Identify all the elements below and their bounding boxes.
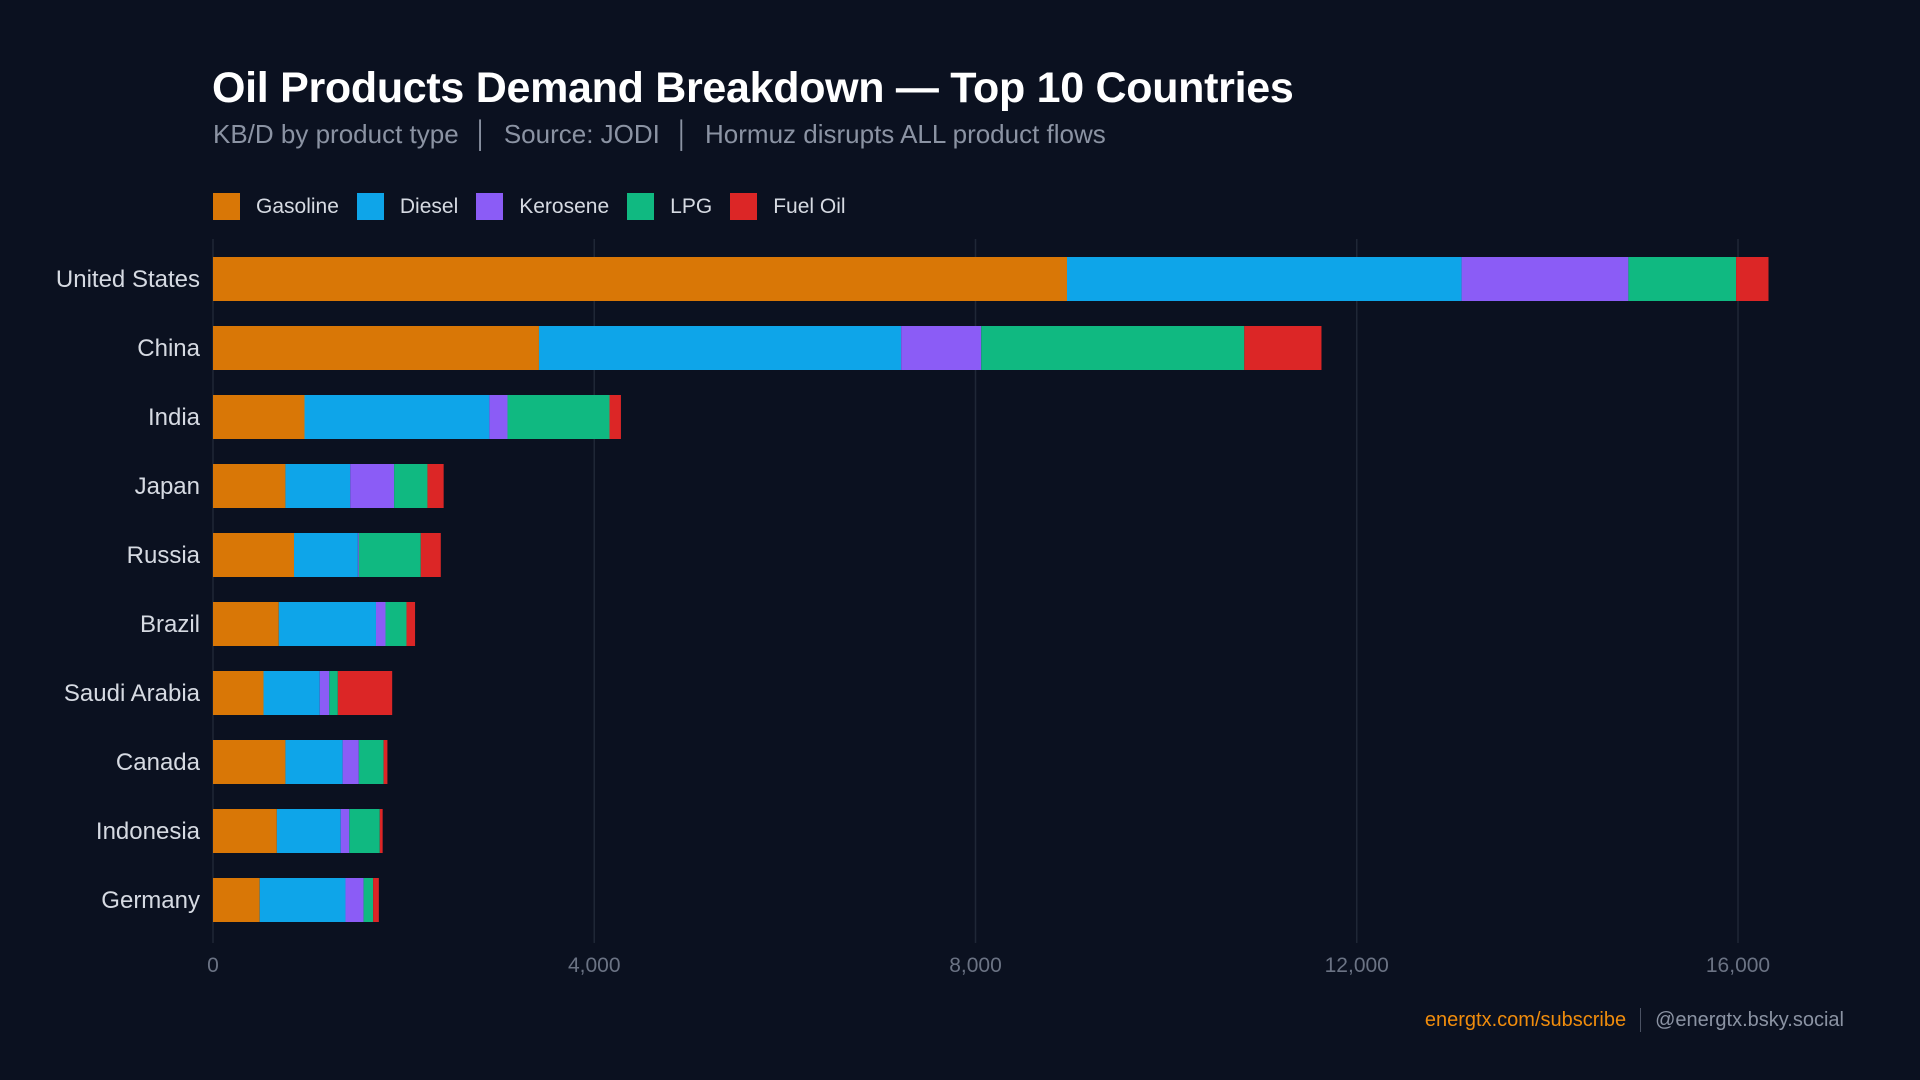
bar-segment-gasoline bbox=[213, 878, 260, 922]
bar-segment-fuel-oil bbox=[406, 602, 416, 646]
bar-segment-gasoline bbox=[213, 464, 286, 508]
legend-item-gasoline: Gasoline bbox=[213, 193, 339, 220]
legend-item-lpg: LPG bbox=[627, 193, 712, 220]
bar-segment-gasoline bbox=[213, 740, 286, 784]
legend-item-fuel-oil: Fuel Oil bbox=[730, 193, 846, 220]
y-category-label: India bbox=[148, 404, 201, 431]
y-category-label: Japan bbox=[135, 473, 200, 500]
bar-segment-diesel bbox=[294, 533, 358, 577]
legend-label: Fuel Oil bbox=[773, 194, 846, 218]
bar-segment-gasoline bbox=[213, 257, 1067, 301]
bar-segment-lpg bbox=[507, 395, 610, 439]
chart-subtitle: KB/D by product type │ Source: JODI │ Ho… bbox=[213, 119, 1106, 149]
y-category-label: Germany bbox=[101, 887, 200, 914]
legend-item-diesel: Diesel bbox=[356, 193, 459, 220]
bar-segment-fuel-oil bbox=[373, 878, 379, 922]
bar-segment-diesel bbox=[538, 326, 902, 370]
footer: energtx.com/subscribe @energtx.bsky.soci… bbox=[1425, 1008, 1844, 1032]
legend-swatch bbox=[627, 193, 655, 220]
legend-swatch bbox=[356, 193, 384, 220]
y-category-label: Saudi Arabia bbox=[64, 680, 201, 707]
bar-segment-lpg bbox=[1628, 257, 1737, 301]
bar-segment-lpg bbox=[358, 533, 421, 577]
y-category-label: China bbox=[137, 335, 200, 362]
bar-segment-kerosene bbox=[357, 533, 359, 577]
y-category-label: Russia bbox=[127, 542, 201, 569]
bar-segment-diesel bbox=[285, 740, 343, 784]
chart-title: Oil Products Demand Breakdown — Top 10 C… bbox=[212, 64, 1294, 112]
legend-label: LPG bbox=[670, 194, 713, 218]
bar-segment-gasoline bbox=[213, 395, 305, 439]
bar-segment-kerosene bbox=[350, 464, 395, 508]
bar-segment-kerosene bbox=[901, 326, 982, 370]
bar-segment-diesel bbox=[1067, 257, 1462, 301]
bar-segment-diesel bbox=[304, 395, 490, 439]
legend-swatch bbox=[730, 193, 758, 220]
social-handle: @energtx.bsky.social bbox=[1655, 1008, 1844, 1031]
bar-segment-kerosene bbox=[375, 602, 386, 646]
y-category-label: Canada bbox=[116, 749, 201, 776]
bar-segment-lpg bbox=[329, 671, 338, 715]
legend-label: Diesel bbox=[399, 194, 459, 218]
subscribe-link[interactable]: energtx.com/subscribe bbox=[1424, 1008, 1627, 1031]
bar-segment-gasoline bbox=[213, 602, 279, 646]
legend-label: Gasoline bbox=[256, 194, 339, 218]
x-tick-label: 16,000 bbox=[1706, 954, 1770, 977]
bar-segment-fuel-oil bbox=[609, 395, 621, 439]
legend-swatch bbox=[476, 193, 504, 220]
y-category-label: Brazil bbox=[140, 611, 200, 638]
bar-segment-lpg bbox=[363, 878, 374, 922]
bar-segment-lpg bbox=[349, 809, 380, 853]
bar-segment-kerosene bbox=[342, 740, 359, 784]
x-tick-label: 12,000 bbox=[1325, 954, 1389, 977]
bar-segment-fuel-oil bbox=[427, 464, 444, 508]
x-tick-label: 0 bbox=[207, 954, 219, 977]
bar-segment-lpg bbox=[981, 326, 1245, 370]
bar-segment-diesel bbox=[276, 809, 341, 853]
bar-segment-kerosene bbox=[489, 395, 508, 439]
bar-segment-lpg bbox=[394, 464, 428, 508]
bar-segment-diesel bbox=[278, 602, 376, 646]
legend: Gasoline Diesel Kerosene LPG Fuel Oil bbox=[213, 193, 864, 220]
legend-item-kerosene: Kerosene bbox=[476, 193, 609, 220]
bar-segment-fuel-oil bbox=[1244, 326, 1322, 370]
footer-divider bbox=[1640, 1008, 1642, 1032]
bar-segment-gasoline bbox=[213, 326, 539, 370]
bar-segment-gasoline bbox=[213, 671, 264, 715]
legend-label: Kerosene bbox=[519, 194, 610, 218]
x-tick-label: 8,000 bbox=[949, 954, 1002, 977]
y-category-label: United States bbox=[56, 266, 200, 293]
y-category-label: Indonesia bbox=[96, 818, 201, 845]
bar-segment-diesel bbox=[285, 464, 351, 508]
bar-segment-diesel bbox=[259, 878, 346, 922]
x-tick-label: 4,000 bbox=[568, 954, 621, 977]
bar-segment-diesel bbox=[263, 671, 320, 715]
legend-swatch bbox=[213, 193, 240, 220]
bar-segment-fuel-oil bbox=[1736, 257, 1769, 301]
bar-segment-gasoline bbox=[213, 533, 295, 577]
bar-segment-fuel-oil bbox=[383, 740, 388, 784]
bar-segment-lpg bbox=[358, 740, 384, 784]
bar-segment-fuel-oil bbox=[337, 671, 393, 715]
bar-segment-kerosene bbox=[340, 809, 350, 853]
bar-segment-lpg bbox=[385, 602, 407, 646]
bar-segment-kerosene bbox=[345, 878, 364, 922]
bar-segment-fuel-oil bbox=[379, 809, 383, 853]
bar-segment-kerosene bbox=[1461, 257, 1629, 301]
bar-segment-kerosene bbox=[319, 671, 330, 715]
bar-segment-fuel-oil bbox=[420, 533, 441, 577]
bar-segment-gasoline bbox=[213, 809, 277, 853]
